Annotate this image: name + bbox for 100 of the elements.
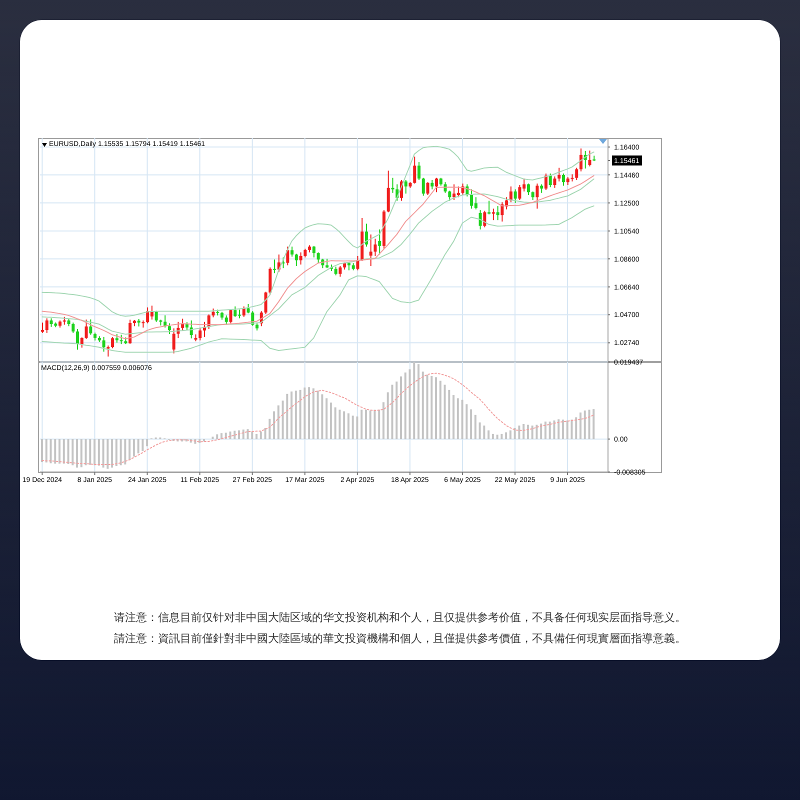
bar [128,439,131,460]
bar [369,410,372,440]
bar [234,430,236,440]
candlestick [268,266,272,296]
bar [500,434,503,440]
bar [308,387,310,440]
line-series [42,205,594,353]
candlestick [290,246,294,258]
bar [45,439,48,462]
candlestick [102,336,106,352]
bar [562,420,564,440]
bar [212,436,214,440]
bar [54,439,56,464]
candlestick [41,322,44,334]
candlestick [526,183,530,196]
candlestick [312,245,316,258]
bar [566,420,568,440]
candlestick [509,186,512,203]
bar [80,439,82,468]
bar [461,400,464,440]
bar [505,432,508,440]
bar [374,410,376,440]
candlestick [452,184,456,201]
bar [111,439,114,468]
bar [474,414,476,440]
bar [84,439,87,466]
bar [338,410,341,440]
bar [137,439,140,454]
bar [58,439,61,464]
candlestick [478,210,482,230]
bar [312,388,314,440]
bar [430,376,433,440]
bar [67,439,70,464]
candlestick [72,322,75,334]
line-series [42,372,594,465]
bar [408,369,411,440]
candlestick [553,176,556,188]
bar [584,410,586,440]
candlestick [273,259,276,274]
candlestick [558,167,561,182]
bar [548,422,551,440]
candlestick [544,173,548,191]
candlestick [492,208,495,221]
candlestick [562,173,565,186]
candlestick [588,150,592,167]
bar [426,374,428,440]
bar [509,430,512,440]
bar [439,380,442,440]
bar [422,372,424,440]
bar [120,439,122,466]
candlestick [430,179,434,190]
bar [41,439,43,462]
candlestick [84,319,88,340]
bar [94,439,96,466]
bar [62,439,65,464]
bar [326,398,328,440]
bar [347,413,350,440]
bar [304,388,306,440]
bar [540,424,542,440]
bar [496,434,498,440]
bar [588,410,590,440]
bar [146,439,148,446]
bar [260,432,262,440]
text: 请注意：信息目前仅针对非中国大陆区域的华文投资机构和个人，且仅提供参考价值，不具备任何现实层面指导意义。 [113,610,687,626]
text: 請注意：資訊目前僅針對非中國大陸區域的華文投資機構和個人，且僅提供參考價值，不具備任何現實層面指導意義。 [113,631,687,647]
bar [343,411,346,440]
candlestick [483,210,486,228]
bar [132,439,135,457]
bar [536,424,538,440]
bar [396,382,398,440]
candlestick [172,328,176,354]
candlestick [316,252,320,264]
bar [483,426,486,440]
bar [531,426,534,440]
bar [592,409,595,440]
bar [142,439,144,451]
bar [102,439,104,468]
bar [286,394,288,440]
candlestick [294,253,298,266]
candlestick [435,177,438,193]
bar [198,439,201,444]
bar [391,384,394,440]
candlestick [80,336,84,348]
bar [452,395,455,440]
bar [115,439,118,466]
bar [526,424,529,440]
bar [478,422,481,440]
bar [522,424,525,440]
candlestick [536,183,539,210]
bar [334,407,336,440]
bar [273,411,276,440]
bar [268,418,271,440]
bar [321,394,324,440]
bar [98,439,100,466]
candlestick [575,167,578,180]
bar [316,390,319,440]
candlestick [422,177,425,196]
candlestick [146,306,150,324]
candlestick [181,318,184,331]
bar [216,434,218,440]
